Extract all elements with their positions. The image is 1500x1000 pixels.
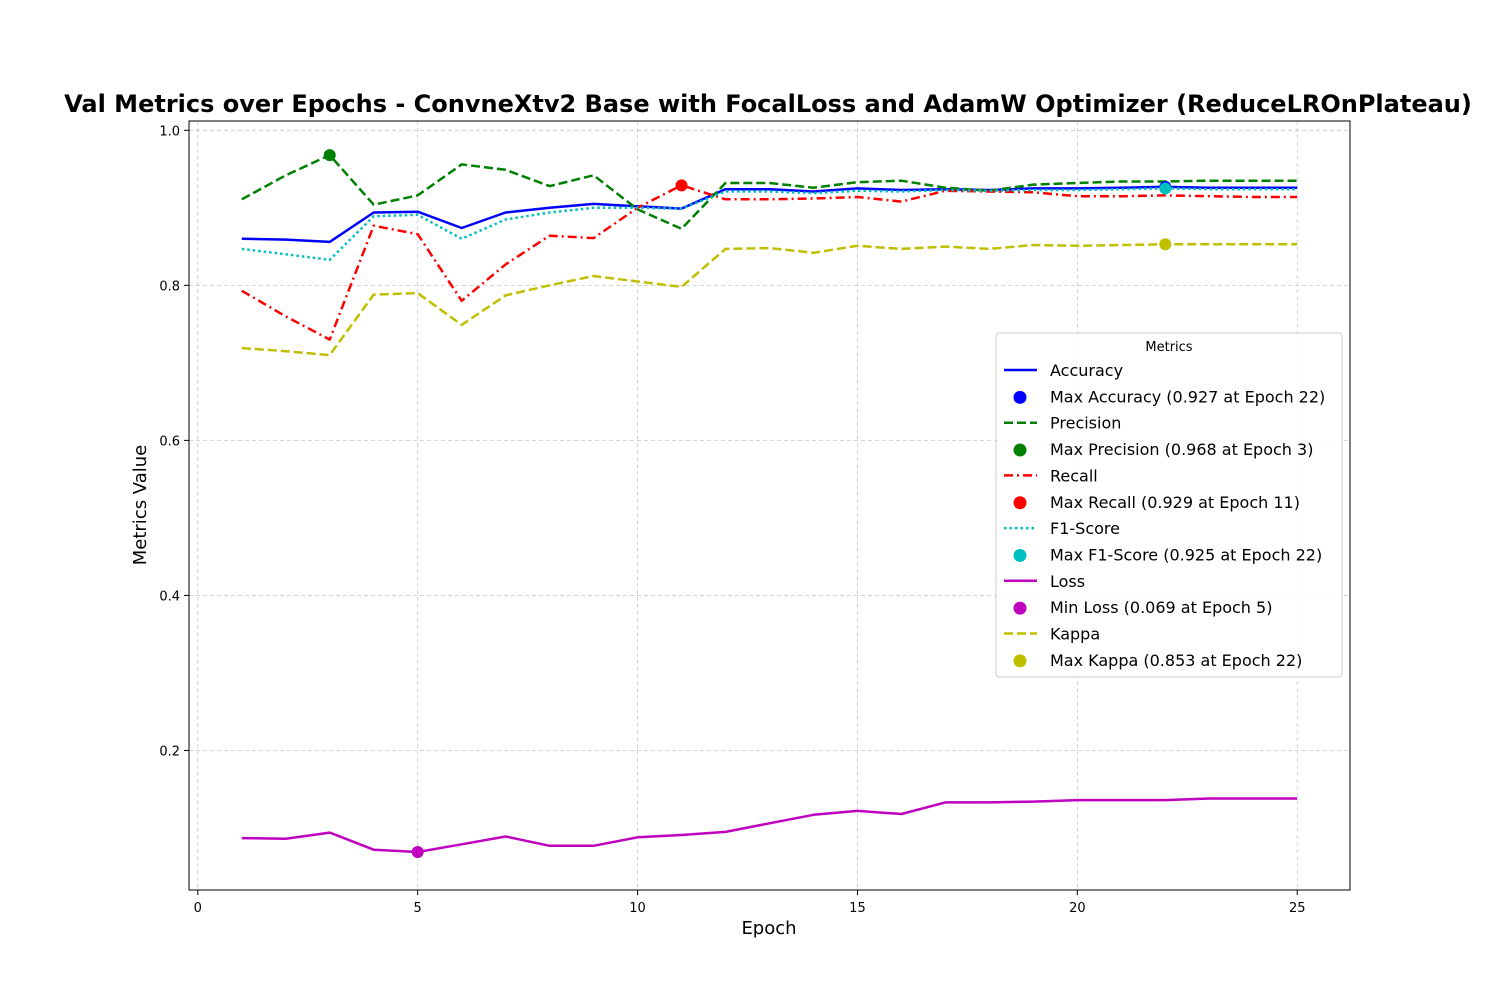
legend-entry-label: Loss — [1050, 572, 1085, 591]
legend-entry-label: Max Recall (0.929 at Epoch 11) — [1050, 493, 1300, 512]
x-tick-label: 0 — [194, 901, 202, 916]
y-tick-label: 1.0 — [159, 124, 180, 139]
series-line-f1-score — [241, 187, 1298, 262]
legend-entry-label: Min Loss (0.069 at Epoch 5) — [1050, 598, 1272, 617]
legend-entry-label: Max Precision (0.968 at Epoch 3) — [1050, 440, 1313, 459]
legend-entry-label: Kappa — [1050, 625, 1100, 644]
legend-entry-label: Max F1-Score (0.925 at Epoch 22) — [1050, 545, 1322, 564]
x-tick-label: 25 — [1289, 901, 1306, 916]
marker-point — [411, 846, 424, 859]
x-tick-label: 20 — [1069, 901, 1086, 916]
legend-marker-swatch — [1013, 443, 1027, 457]
legend-entry-label: Precision — [1050, 414, 1121, 433]
legend-entry-label: F1-Score — [1050, 519, 1120, 538]
legend: Metrics Accuracy Max Accuracy (0.927 at E… — [995, 332, 1343, 678]
marker-point — [1159, 182, 1172, 195]
chart-title: Val Metrics over Epochs - ConvneXtv2 Bas… — [64, 90, 1472, 118]
legend-title: Metrics — [1145, 340, 1192, 355]
x-tick-label: 15 — [849, 901, 866, 916]
legend-entry-label: Recall — [1050, 466, 1098, 485]
series-line-precision — [241, 153, 1298, 231]
legend-marker-swatch — [1013, 390, 1027, 404]
series-line-recall — [241, 184, 1298, 341]
y-tick-label: 0.6 — [159, 434, 180, 449]
plot-area-frame — [188, 120, 1351, 891]
marker-point — [675, 179, 688, 192]
x-axis-ticks: 0 5 10 15 20 25 — [194, 890, 1306, 916]
x-tick-label: 5 — [414, 901, 422, 916]
legend-marker-swatch — [1013, 548, 1027, 562]
y-tick-label: 0.2 — [159, 744, 180, 759]
legend-entry-label: Max Kappa (0.853 at Epoch 22) — [1050, 651, 1302, 670]
y-tick-label: 0.8 — [159, 279, 180, 294]
legend-marker-swatch — [1013, 601, 1027, 615]
y-axis-ticks: 0.2 0.4 0.6 0.8 1.0 — [159, 124, 189, 759]
y-tick-label: 0.4 — [159, 589, 180, 604]
legend-box — [995, 332, 1343, 678]
legend-marker-swatch — [1013, 654, 1027, 668]
legend-entry-label: Max Accuracy (0.927 at Epoch 22) — [1050, 387, 1325, 406]
marker-point — [323, 149, 336, 162]
series-line-accuracy — [241, 185, 1298, 244]
x-tick-label: 10 — [629, 901, 646, 916]
extreme-markers — [323, 149, 1172, 859]
legend-entry-label: Accuracy — [1050, 361, 1123, 380]
legend-marker-swatch — [1013, 496, 1027, 510]
x-axis-label: Epoch — [741, 918, 796, 939]
marker-point — [1159, 238, 1172, 251]
series-line-loss — [241, 797, 1298, 854]
y-axis-label: Metrics Value — [130, 445, 151, 566]
